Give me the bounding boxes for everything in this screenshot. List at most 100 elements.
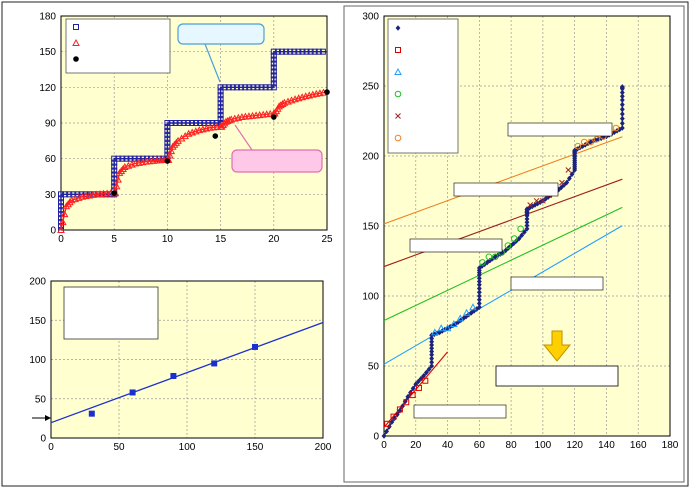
qv-v-point <box>381 433 387 439</box>
callout-box-shear <box>177 23 265 45</box>
fit-segment-point <box>396 406 403 413</box>
fit-segment-point <box>456 314 465 322</box>
x-tick-label: 10 <box>162 234 174 245</box>
qv-point <box>287 48 294 55</box>
fit-segment-point <box>409 392 416 399</box>
x-tick-label: 25 <box>321 234 333 245</box>
legend-box <box>387 18 459 154</box>
envelope-point <box>211 360 218 367</box>
qv-v-point <box>521 229 527 235</box>
qv-point <box>315 48 322 55</box>
qv-point <box>262 84 269 91</box>
qv-v-point <box>410 385 416 392</box>
x-tick-label: 15 <box>215 234 227 245</box>
qv-v-point <box>566 175 572 182</box>
qv-v-point <box>394 411 400 418</box>
qv-v-point <box>484 259 490 266</box>
qv-v-point <box>405 394 411 400</box>
qv-point <box>217 96 224 103</box>
y-tick-label: 90 <box>45 119 57 130</box>
fit-segment-point <box>422 377 429 384</box>
qv-point <box>164 139 171 146</box>
failure-envelope-line <box>50 321 324 424</box>
x-tick-label: 150 <box>247 442 264 453</box>
fit-segment-point <box>384 420 391 427</box>
qv-point <box>66 191 73 198</box>
qv-point <box>242 84 249 91</box>
qv-point <box>119 155 126 162</box>
qv-point <box>291 48 298 55</box>
qv-v-point <box>524 222 530 229</box>
qv-point <box>58 203 64 210</box>
qv-v-point <box>429 342 435 348</box>
qv-point <box>58 207 64 214</box>
qv-point <box>258 84 265 91</box>
qh-point <box>112 182 121 190</box>
qv-v-point <box>392 415 397 422</box>
qv-v-point <box>619 97 625 103</box>
qv-v-point <box>384 428 390 435</box>
legend-marker <box>394 134 402 142</box>
x-tick-label: 80 <box>506 440 518 451</box>
qv-point <box>295 48 302 55</box>
x-tick-label: 0 <box>381 440 387 451</box>
qv-v-point <box>476 275 482 282</box>
qv-v-point <box>429 352 435 358</box>
qv-v-point <box>524 219 530 226</box>
fit-segment-point <box>403 399 410 406</box>
x-tick-label: 20 <box>268 234 280 245</box>
qv-point <box>217 108 224 115</box>
peak-point <box>111 190 117 196</box>
qv-v-point <box>524 216 530 222</box>
y-tick-label: 0 <box>40 434 46 445</box>
qv-point <box>111 155 118 162</box>
fit-label-box <box>413 404 507 419</box>
x-tick-label: 160 <box>630 440 647 451</box>
qv-point <box>111 163 118 170</box>
qv-v-point <box>389 419 395 425</box>
legend-marker <box>395 47 401 53</box>
qh-point <box>62 202 71 210</box>
qv-v-point <box>545 194 551 200</box>
fit-line <box>383 136 623 225</box>
qv-point <box>217 88 224 95</box>
qv-v-point <box>416 378 421 385</box>
qh-point <box>167 147 176 155</box>
qh-point <box>278 99 287 107</box>
y-tick-label: 30 <box>45 190 57 201</box>
qv-v-point <box>429 335 435 342</box>
qv-v-point <box>619 106 625 113</box>
qh-point <box>60 210 69 218</box>
qv-point <box>123 155 130 162</box>
qv-point <box>270 64 277 71</box>
fit-line <box>383 206 623 322</box>
qv-v-point <box>619 89 625 96</box>
qh-point <box>166 151 174 159</box>
qv-point <box>217 112 224 119</box>
qv-v-point <box>429 363 435 369</box>
qv-v-point <box>492 254 498 260</box>
legend-marker <box>394 90 402 98</box>
qv-v-point <box>423 369 429 376</box>
qv-point <box>58 195 64 202</box>
qh-point <box>114 175 122 183</box>
x-tick-label: 180 <box>662 440 679 451</box>
qv-point <box>266 84 273 91</box>
x-tick-label: 40 <box>442 440 454 451</box>
fit-segment-point <box>469 303 477 311</box>
y-tick-label: 200 <box>29 277 46 288</box>
qv-v-point <box>476 282 482 288</box>
fit-segment-point <box>574 142 582 150</box>
qv-v-point <box>476 296 482 303</box>
y-tick-label: 120 <box>39 83 56 94</box>
fit-segment-point <box>491 253 499 261</box>
qv-v-point <box>503 247 509 254</box>
legend-marker <box>72 38 80 46</box>
qv-point <box>172 120 179 126</box>
qv-point <box>127 155 134 162</box>
y-tick-label: 250 <box>362 82 379 93</box>
qv-v-point <box>596 136 601 142</box>
legend-marker <box>395 113 401 119</box>
fit-segment-point <box>450 319 458 327</box>
plot-border <box>383 15 671 437</box>
